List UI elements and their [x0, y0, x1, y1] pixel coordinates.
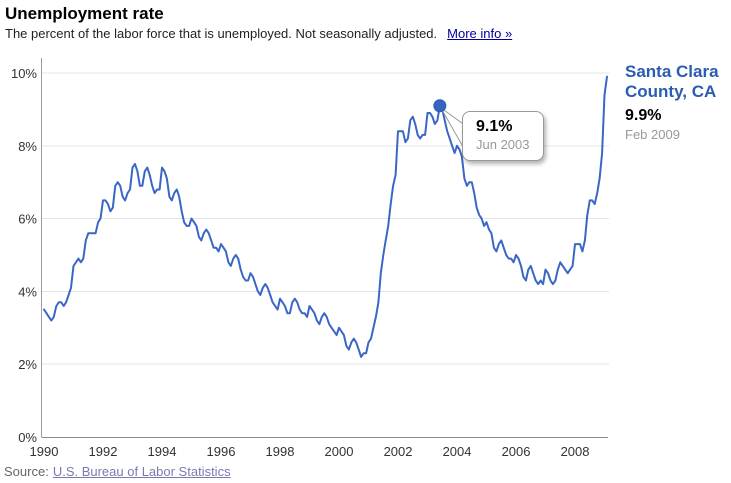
chart-subtitle: The percent of the labor force that is u… [5, 26, 512, 41]
series-name: Santa Clara County, CA [625, 62, 719, 101]
source-link[interactable]: U.S. Bureau of Labor Statistics [52, 464, 231, 479]
x-axis-tick-label: 1992 [89, 444, 118, 459]
subtitle-text: The percent of the labor force that is u… [5, 26, 438, 41]
x-axis-tick-label: 1996 [207, 444, 236, 459]
x-axis-tick-label: 1994 [148, 444, 177, 459]
y-axis-tick-label: 2% [18, 357, 37, 372]
y-axis-tick-label: 6% [18, 212, 37, 227]
y-axis-tick-label: 0% [18, 430, 37, 445]
source-line: Source: U.S. Bureau of Labor Statistics [4, 464, 231, 479]
more-info-link[interactable]: More info » [447, 26, 513, 41]
x-axis-tick-label: 2008 [561, 444, 590, 459]
tooltip-value: 9.1% [476, 118, 513, 135]
data-point-tooltip: 9.1% Jun 2003 [462, 111, 544, 161]
data-point-marker[interactable] [433, 99, 447, 113]
x-axis-tick-label: 1990 [30, 444, 59, 459]
y-axis-tick-label: 10% [11, 66, 37, 81]
current-date: Feb 2009 [625, 127, 680, 142]
x-axis-tick-label: 1998 [266, 444, 295, 459]
current-value: 9.9% [625, 107, 662, 124]
source-label: Source: [4, 464, 49, 479]
tooltip-date: Jun 2003 [476, 137, 530, 152]
x-axis-tick-label: 2006 [502, 444, 531, 459]
y-axis-tick-label: 4% [18, 284, 37, 299]
x-axis-tick-label: 2004 [443, 444, 472, 459]
x-axis-tick-label: 2002 [384, 444, 413, 459]
series-info-panel: Santa Clara County, CA 9.9% Feb 2009 [625, 62, 729, 142]
unemployment-trend-line [43, 75, 608, 358]
x-axis-tick-label: 2000 [325, 444, 354, 459]
y-axis-tick-label: 8% [18, 139, 37, 154]
page-title: Unemployment rate [5, 4, 164, 23]
